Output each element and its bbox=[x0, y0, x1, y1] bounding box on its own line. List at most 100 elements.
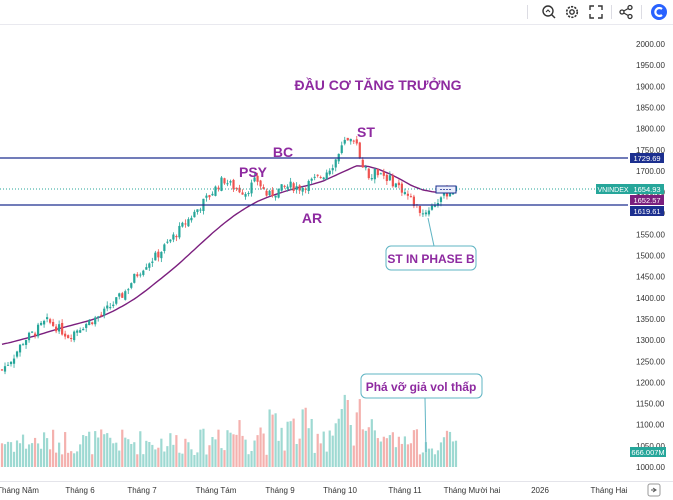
candle-body bbox=[91, 322, 94, 325]
share-icon[interactable] bbox=[617, 3, 635, 21]
candle-body bbox=[106, 305, 109, 309]
y-tick-label: 1750.00 bbox=[636, 146, 665, 155]
volume-bar bbox=[127, 439, 130, 467]
candle-body bbox=[58, 324, 61, 332]
candle-body bbox=[421, 213, 425, 215]
y-tick-label: 1450.00 bbox=[636, 273, 665, 282]
candle-body bbox=[448, 192, 452, 197]
support-price-text: 1619.61 bbox=[633, 207, 660, 216]
candle-body bbox=[265, 190, 268, 196]
candle-body bbox=[298, 185, 301, 191]
volume-bar bbox=[424, 442, 428, 467]
candle-body bbox=[64, 333, 67, 337]
volume-bar bbox=[394, 447, 397, 467]
volume-bar bbox=[202, 428, 205, 467]
volume-bar bbox=[268, 409, 271, 467]
snapshot-icon[interactable] bbox=[540, 3, 558, 21]
candle-body bbox=[403, 192, 406, 194]
volume-bars bbox=[0, 394, 458, 467]
candle-body bbox=[184, 223, 187, 225]
volume-bar bbox=[280, 427, 283, 467]
candle-body bbox=[343, 139, 346, 144]
candle-body bbox=[346, 137, 349, 141]
volume-bar bbox=[232, 434, 235, 467]
candle-body bbox=[295, 186, 298, 190]
y-tick-label: 1400.00 bbox=[636, 294, 665, 303]
volume-bar bbox=[97, 437, 100, 467]
logo-icon[interactable] bbox=[650, 3, 668, 21]
volume-bar bbox=[223, 450, 226, 467]
goto-realtime-icon[interactable] bbox=[647, 483, 661, 497]
callout-false-break[interactable] bbox=[360, 373, 483, 399]
volume-bar bbox=[205, 454, 208, 467]
volume-bar bbox=[217, 429, 220, 467]
last-price-tag bbox=[630, 184, 664, 194]
candle-body bbox=[42, 320, 46, 325]
volume-bar bbox=[103, 434, 106, 467]
toolbar-separator bbox=[641, 5, 642, 19]
candle-body bbox=[199, 209, 202, 211]
x-axis[interactable]: Tháng Năm Tháng 6 Tháng 7 Tháng Tám Tháng 9 T… bbox=[0, 486, 628, 495]
candle-body bbox=[100, 314, 103, 316]
volume-bar bbox=[304, 407, 307, 467]
candle-body bbox=[391, 175, 394, 187]
volume-bar bbox=[319, 443, 322, 467]
callout-pointer bbox=[427, 217, 435, 247]
candles bbox=[0, 135, 458, 375]
candle-body bbox=[364, 167, 367, 169]
volume-bar bbox=[349, 425, 352, 467]
volume-bar bbox=[382, 436, 385, 467]
volume-bar bbox=[283, 450, 286, 467]
candle-body bbox=[379, 173, 382, 175]
toolbar-separator bbox=[527, 5, 528, 19]
settings-icon[interactable] bbox=[563, 3, 581, 21]
candle-body bbox=[33, 333, 37, 336]
volume-bar bbox=[172, 444, 175, 467]
candle-body bbox=[316, 174, 319, 176]
candle-body bbox=[45, 317, 49, 320]
candle-body bbox=[181, 222, 184, 227]
volume-bar bbox=[82, 435, 85, 467]
volume-bar bbox=[271, 414, 274, 467]
candle-body bbox=[190, 217, 193, 221]
candle-body bbox=[133, 273, 136, 283]
callout-st-phase-b[interactable] bbox=[385, 245, 477, 271]
candle-body bbox=[136, 274, 139, 277]
volume-bar bbox=[199, 429, 202, 467]
volume-bar bbox=[39, 448, 43, 467]
candle-body bbox=[196, 209, 199, 213]
candle-body bbox=[70, 338, 73, 340]
candle-body bbox=[397, 182, 400, 186]
volume-bar bbox=[373, 430, 376, 467]
volume-bar bbox=[169, 433, 172, 467]
candle-body bbox=[325, 172, 328, 180]
volume-bar bbox=[15, 440, 19, 467]
candle-body bbox=[232, 179, 235, 190]
volume-bar bbox=[154, 449, 157, 467]
x-tick-label: Tháng 6 bbox=[65, 486, 95, 495]
y-axis[interactable]: 1000.00 1050.00 1100.00 1150.00 1200.00 1250.… bbox=[636, 40, 665, 472]
volume-bar bbox=[403, 436, 406, 467]
y-tick-label: 1800.00 bbox=[636, 125, 665, 134]
volume-bar bbox=[190, 449, 193, 467]
candle-body bbox=[388, 175, 391, 181]
y-tick-label: 1100.00 bbox=[636, 421, 665, 430]
candle-body bbox=[118, 293, 121, 297]
volume-bar bbox=[301, 409, 304, 467]
volume-bar bbox=[352, 445, 355, 467]
fullscreen-icon[interactable] bbox=[587, 3, 605, 21]
candle-body bbox=[139, 274, 142, 276]
candle-body bbox=[115, 297, 118, 304]
callout-pointer bbox=[424, 397, 427, 453]
candle-body bbox=[352, 140, 355, 142]
volume-bar bbox=[52, 429, 55, 467]
volume-bar bbox=[94, 431, 97, 467]
candle-body bbox=[433, 204, 437, 207]
candle-body bbox=[79, 330, 82, 333]
volume-tag-text: 666.007M bbox=[631, 448, 664, 457]
volume-bar bbox=[292, 418, 295, 467]
ma-price-text: 1652.57 bbox=[633, 196, 660, 205]
volume-bar bbox=[250, 450, 253, 467]
y-tick-label: 1150.00 bbox=[636, 400, 665, 409]
